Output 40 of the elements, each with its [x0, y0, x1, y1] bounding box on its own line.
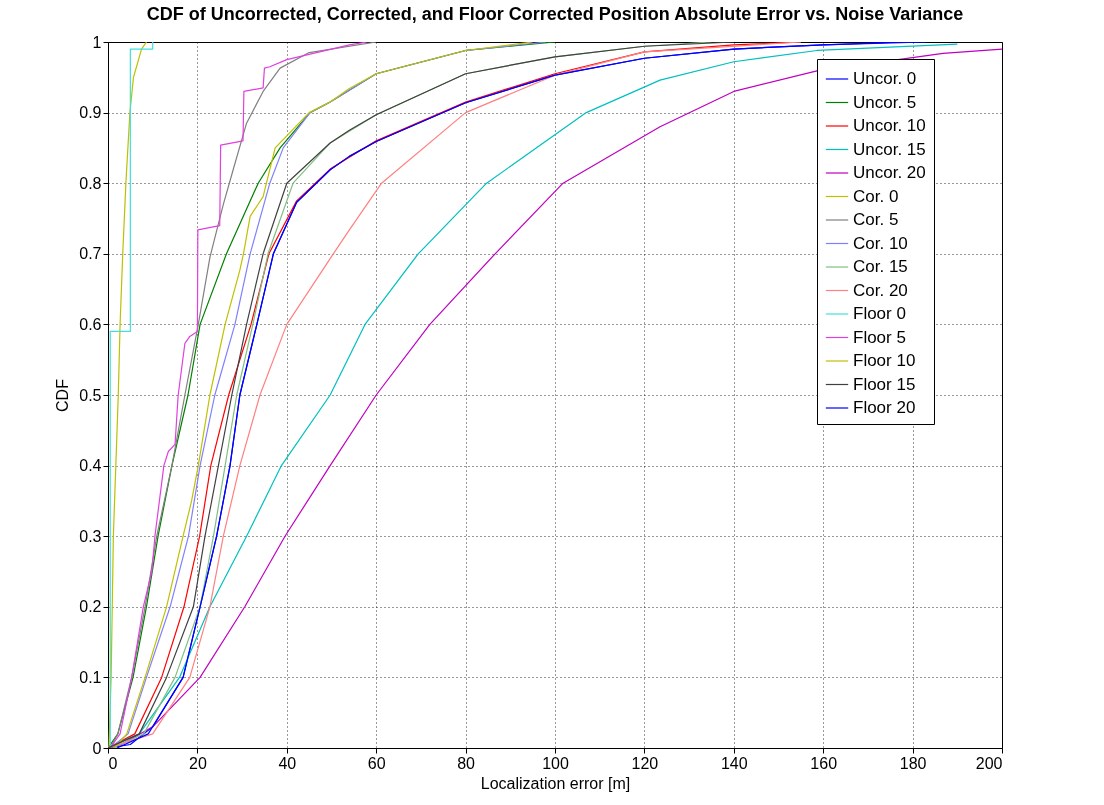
legend-label: Uncor. 5 [853, 92, 917, 112]
y-tick-label: 0.8 [79, 174, 102, 192]
x-tick-label: 100 [542, 754, 569, 772]
x-tick-label: 200 [975, 754, 1003, 772]
x-tick-label: 160 [810, 754, 838, 772]
legend-label: Uncor. 0 [853, 69, 917, 88]
x-tick-label: 60 [367, 754, 386, 772]
legend-label: Floor 20 [853, 398, 916, 417]
legend-label: Floor 5 [853, 327, 906, 347]
y-tick-label: 0.7 [79, 245, 102, 263]
x-tick-label: 120 [631, 754, 659, 772]
y-tick-label: 0 [92, 739, 102, 757]
y-tick-label: 0.4 [79, 457, 102, 475]
y-tick-label: 0.5 [79, 386, 102, 404]
chart-title: CDF of Uncorrected, Corrected, and Floor Corrected Position Absolute Error vs. Noise Variance [146, 4, 964, 24]
x-axis-title: Localization error [m] [480, 774, 631, 792]
legend-label: Cor. 15 [853, 257, 908, 276]
legend-label: Uncor. 15 [853, 139, 926, 159]
legend-label: Floor 0 [853, 304, 906, 323]
x-tick-label: 80 [457, 754, 476, 772]
legend-label: Floor 10 [853, 351, 916, 370]
x-tick-label: 0 [108, 754, 118, 772]
x-tick-label: 20 [189, 754, 207, 772]
y-tick-label: 0.3 [79, 527, 102, 545]
legend-label: Cor. 0 [853, 186, 899, 206]
y-tick-label: 0.2 [79, 598, 102, 616]
y-tick-label: 0.6 [79, 315, 102, 333]
x-tick-label: 40 [278, 754, 297, 772]
x-tick-label: 140 [720, 754, 748, 772]
legend-label: Cor. 20 [853, 280, 908, 300]
legend-label: Uncor. 10 [853, 116, 926, 135]
legend-label: Cor. 10 [853, 233, 908, 253]
legend-label: Floor 15 [853, 374, 916, 394]
legend-label: Uncor. 20 [853, 163, 926, 182]
x-tick-label: 180 [899, 754, 927, 772]
y-axis-title: CDF [54, 378, 72, 412]
legend-label: Cor. 5 [853, 210, 899, 229]
y-tick-label: 1 [92, 33, 102, 51]
y-tick-label: 0.9 [79, 104, 102, 122]
y-tick-label: 0.1 [79, 668, 102, 686]
